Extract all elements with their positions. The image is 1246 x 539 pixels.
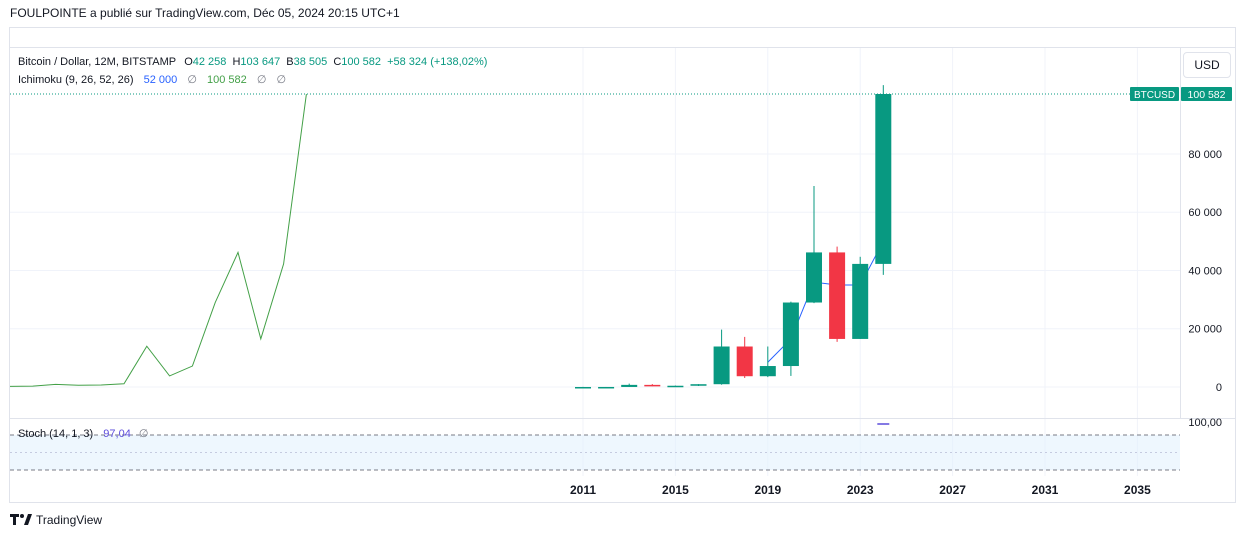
low-value: 38 505 bbox=[293, 56, 328, 68]
y-tick-label: 20 000 bbox=[1188, 324, 1222, 336]
tradingview-logo-icon bbox=[10, 514, 32, 525]
ichimoku-na-2: ∅ bbox=[256, 74, 267, 86]
stoch-label[interactable]: Stoch (14, 1, 3) bbox=[18, 428, 94, 440]
high-value: 103 647 bbox=[240, 56, 281, 68]
candle-body[interactable] bbox=[644, 384, 661, 387]
ichimoku-legend[interactable]: Ichimoku (9, 26, 52, 26) 52 000 ∅ 100 58… bbox=[18, 73, 289, 86]
candle-body[interactable] bbox=[782, 302, 799, 367]
footer-brand-label: TradingView bbox=[36, 513, 103, 527]
chart-frame bbox=[9, 27, 1236, 503]
stoch-value: 97,04 bbox=[103, 428, 131, 440]
x-tick-label: 2015 bbox=[662, 483, 689, 497]
x-tick-label: 2011 bbox=[570, 483, 596, 497]
ichimoku-label[interactable]: Ichimoku (9, 26, 52, 26) bbox=[18, 74, 134, 86]
candle-body[interactable] bbox=[806, 252, 822, 303]
candle-body[interactable] bbox=[736, 346, 753, 377]
x-tick-label: 2035 bbox=[1124, 483, 1151, 497]
candle-body[interactable] bbox=[667, 385, 684, 388]
y-tick-label: 0 bbox=[1216, 382, 1222, 394]
symbol-title[interactable]: Bitcoin / Dollar, 12M, BITSTAMP bbox=[18, 56, 177, 68]
y-tick-label: 60 000 bbox=[1188, 207, 1222, 219]
pane-divider[interactable] bbox=[9, 418, 1236, 419]
price-axis-divider bbox=[1180, 47, 1181, 418]
change-value: +58 324 (+138,02%) bbox=[387, 56, 488, 68]
ichimoku-lagging-line bbox=[10, 94, 307, 387]
x-tick-label: 2019 bbox=[754, 483, 781, 497]
ichimoku-na-3: ∅ bbox=[276, 74, 287, 86]
candle-body[interactable] bbox=[598, 386, 615, 389]
y-tick-label: 80 000 bbox=[1188, 149, 1222, 161]
open-label: O bbox=[184, 56, 193, 68]
close-value: 100 582 bbox=[341, 56, 382, 68]
x-tick-label: 2027 bbox=[939, 483, 966, 497]
candle-body[interactable] bbox=[875, 94, 892, 264]
candle-body[interactable] bbox=[621, 384, 638, 387]
top-divider bbox=[9, 47, 1236, 48]
x-tick-label: 2031 bbox=[1032, 483, 1059, 497]
candle-body[interactable] bbox=[575, 386, 591, 389]
symbol-tag-bg bbox=[1130, 87, 1179, 101]
publisher-header: FOULPOINTE a publié sur TradingView.com,… bbox=[10, 6, 400, 20]
stoch-na: ∅ bbox=[138, 428, 149, 440]
last-price-tag: 100 582 bbox=[1188, 89, 1226, 101]
candle-body[interactable] bbox=[713, 346, 730, 385]
last-price-tag-bg bbox=[1181, 87, 1232, 101]
low-label: B bbox=[286, 56, 294, 68]
symbol-legend[interactable]: Bitcoin / Dollar, 12M, BITSTAMP O42 258 … bbox=[18, 56, 490, 68]
currency-button[interactable]: USD bbox=[1183, 52, 1231, 78]
x-tick-label: 2023 bbox=[847, 483, 874, 497]
stoch-axis-label: 100,00 bbox=[1188, 417, 1222, 429]
ichimoku-lagging-value: 100 582 bbox=[207, 74, 247, 86]
ichimoku-base-value: 52 000 bbox=[143, 74, 178, 86]
close-label: C bbox=[333, 56, 342, 68]
symbol-tag: BTCUSD bbox=[1134, 90, 1175, 101]
high-label: H bbox=[232, 56, 241, 68]
footer-brand[interactable]: TradingView bbox=[10, 513, 102, 527]
candle-body[interactable] bbox=[852, 263, 869, 339]
candle-body[interactable] bbox=[690, 384, 707, 386]
open-value: 42 258 bbox=[192, 56, 227, 68]
stoch-legend[interactable]: Stoch (14, 1, 3) 97,04 ∅ bbox=[18, 427, 151, 440]
candle-body[interactable] bbox=[759, 366, 776, 377]
candle-body[interactable] bbox=[829, 252, 846, 339]
ichimoku-na-1: ∅ bbox=[187, 74, 197, 86]
y-tick-label: 40 000 bbox=[1188, 265, 1222, 277]
